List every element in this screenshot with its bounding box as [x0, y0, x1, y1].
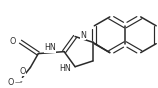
- Text: O: O: [7, 78, 14, 87]
- Text: —: —: [15, 79, 22, 85]
- Text: O: O: [9, 37, 15, 46]
- Text: HN: HN: [44, 43, 56, 52]
- Text: -: -: [20, 78, 23, 84]
- Text: HN: HN: [59, 64, 71, 73]
- Text: O: O: [19, 67, 25, 76]
- Text: N: N: [80, 31, 86, 40]
